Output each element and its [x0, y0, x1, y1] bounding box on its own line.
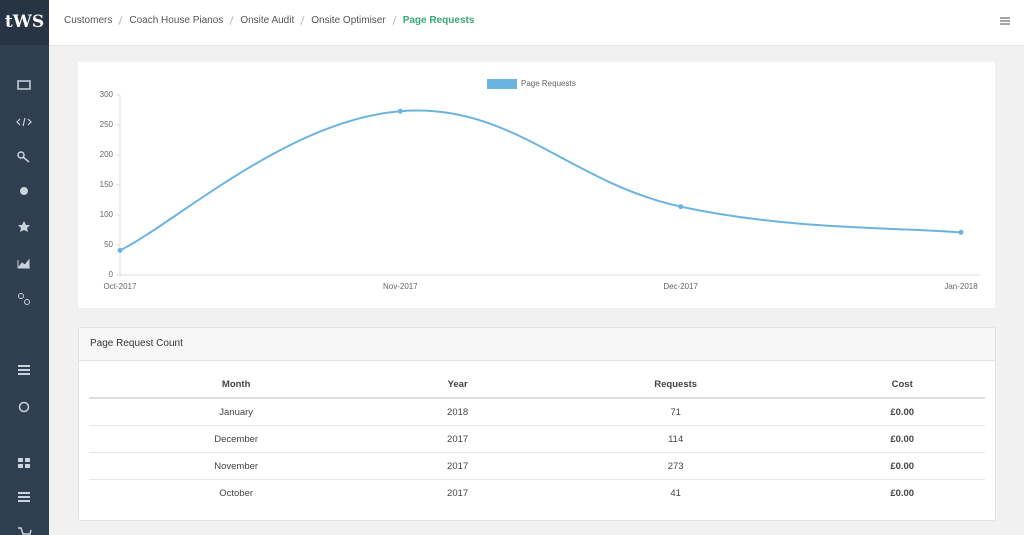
table-row: December 2017 114 £0.00 [89, 425, 985, 453]
point [678, 204, 684, 210]
menu-icon[interactable] [1000, 16, 1010, 26]
table-cell: October [89, 479, 384, 506]
point [117, 247, 123, 253]
column-header: Month [89, 372, 384, 399]
breadcrumb: Customers Coach House Pianos Onsite Audit O… [64, 15, 474, 26]
icon[interactable] [17, 151, 25, 159]
separator [229, 16, 234, 25]
breadcrumb-link[interactable]: Customers [64, 15, 113, 26]
y-tick-label: 150 [100, 180, 114, 189]
sidebar: tWS [0, 0, 49, 535]
x-tick-label: Dec-2017 [663, 282, 698, 291]
table-cell: December [89, 425, 384, 453]
y-tick-label: 0 [109, 270, 114, 279]
table-cell: 71 [670, 406, 681, 418]
breadcrumb-link[interactable]: Onsite Optimiser [311, 15, 386, 26]
table-row: October 2017 41 £0.00 [89, 479, 985, 506]
x-tick-label: Nov-2017 [383, 282, 418, 291]
legend-label: Page Requests [521, 79, 576, 88]
table-cell: 2017 [383, 479, 532, 506]
breadcrumb-current: Page Requests [402, 15, 475, 26]
icon[interactable] [18, 401, 30, 413]
separator [392, 16, 397, 25]
table-cell: £0.00 [819, 452, 985, 480]
icon[interactable] [17, 258, 30, 269]
y-tick-label: 300 [100, 90, 114, 99]
legend-swatch [487, 79, 517, 89]
point [397, 108, 403, 114]
separator [118, 16, 123, 25]
icon[interactable] [18, 492, 30, 502]
x-tick-label: Jan-2018 [944, 282, 978, 291]
table-cell: 273 [531, 452, 820, 480]
line [119, 109, 962, 252]
table-cell: 114 [531, 425, 820, 453]
table-card: Page Request Count Month Year Requests Cost… [78, 327, 996, 521]
table-cell: January [219, 406, 254, 418]
y-tick-label: 50 [104, 240, 113, 249]
sidebar-icons [16, 80, 32, 535]
icon[interactable] [16, 117, 32, 127]
icon[interactable] [18, 458, 23, 462]
column-header: Cost [819, 372, 985, 399]
table-cell: 2017 [383, 452, 532, 480]
x-tick-label: Oct-2017 [104, 282, 137, 291]
table: Month Year Requests Cost January 2018 71 £0.00 D… [89, 372, 985, 506]
breadcrumb-link[interactable]: Coach House Pianos [129, 15, 224, 26]
icon [18, 464, 23, 468]
icon [24, 299, 30, 305]
y-tick-label: 100 [100, 210, 114, 219]
icon[interactable] [18, 293, 24, 299]
table-cell: 2017 [383, 425, 532, 453]
table-cell: November [89, 452, 384, 480]
point [958, 229, 964, 235]
table-row: January 2018 71 £0.00 [89, 398, 985, 426]
icon[interactable] [20, 187, 28, 195]
table-cell: 41 [531, 479, 820, 506]
chart-card: 0 50 100 150 200 250 300 Oct-2017 Nov-2017 Dec-20… [78, 62, 995, 308]
icon[interactable] [18, 221, 30, 232]
chart: 0 50 100 150 200 250 300 Oct-2017 Nov-2017 Dec-20… [100, 79, 981, 291]
icon[interactable] [18, 365, 30, 375]
breadcrumb-link[interactable]: Onsite Audit [240, 15, 295, 26]
table-title: Page Request Count [79, 328, 995, 361]
icon [25, 458, 30, 462]
separator [300, 16, 305, 25]
icon [22, 156, 30, 163]
table-row: November 2017 273 £0.00 [89, 452, 985, 480]
y-tick-label: 250 [100, 120, 114, 129]
top-bar: Customers Coach House Pianos Onsite Audit O… [49, 0, 1024, 46]
table-cell: 2018 [447, 406, 469, 418]
column-header: Year [383, 372, 532, 399]
logo[interactable]: tWS [0, 0, 49, 45]
table-header-row: Month Year Requests Cost [89, 372, 985, 399]
y-tick-label: 200 [100, 150, 114, 159]
icon[interactable] [18, 527, 32, 535]
table-cell: £0.00 [819, 479, 985, 506]
column-header: Requests [531, 372, 820, 399]
table-cell: £0.00 [890, 406, 915, 418]
icon [25, 464, 30, 468]
icon[interactable] [17, 80, 31, 90]
table-cell: £0.00 [819, 425, 985, 453]
